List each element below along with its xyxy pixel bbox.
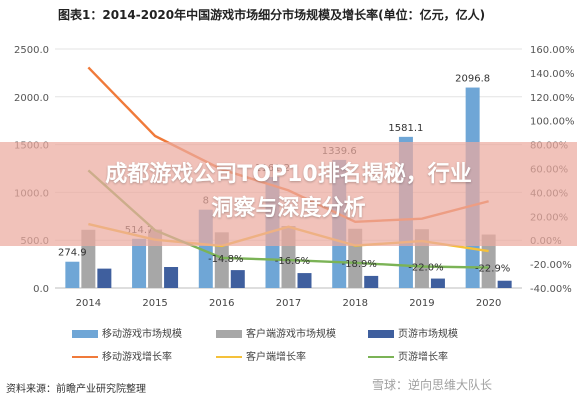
bar-web (297, 273, 312, 288)
y-right-tick-label: -40.00% (530, 284, 572, 295)
line-data-label: -18.9% (342, 259, 377, 270)
legend-label: 客户端增长率 (246, 352, 306, 363)
x-tick-label: 2017 (276, 298, 301, 309)
legend-swatch (72, 330, 98, 338)
x-tick-label: 2018 (342, 298, 367, 309)
legend-label: 页游增长率 (398, 352, 448, 363)
bar-data-label: 274.9 (58, 248, 87, 259)
line-data-label: -16.6% (275, 256, 310, 267)
legend-label: 页游市场规模 (398, 329, 458, 340)
legend-swatch (368, 356, 394, 358)
legend-swatch (216, 330, 242, 338)
y-left-tick-label: 2000.0 (14, 93, 49, 104)
chart-title: 图表1：2014-2020年中国游戏市场细分市场规模及增长率(单位：亿元，亿人) (58, 8, 486, 22)
x-tick-label: 2019 (409, 298, 434, 309)
banner-line-2: 洞察与深度分析 (211, 196, 366, 221)
watermark: 雪球：逆向思维大队长 (372, 378, 493, 392)
banner-headline: 成都游戏公司TOP10排名揭秘，行业 洞察与深度分析 (0, 158, 577, 226)
legend-swatch (72, 356, 98, 358)
bar-web (164, 267, 179, 288)
x-tick-label: 2020 (476, 298, 501, 309)
bar-data-label: 2096.8 (455, 74, 490, 85)
bar-web (430, 278, 445, 288)
bar-web (364, 275, 379, 288)
line-data-label: -22.9% (475, 264, 510, 275)
legend-item-mobile-growth: 移动游戏增长率 (72, 348, 172, 363)
legend-item-client-bar: 客户端游戏市场规模 (216, 325, 336, 340)
y-left-tick-label: 0.0 (33, 284, 49, 295)
source-note: 资料来源：前瞻产业研究院整理 (6, 384, 146, 395)
overlay-banner (0, 142, 577, 246)
legend-item-web-bar: 页游市场规模 (368, 325, 458, 340)
y-right-tick-label: 120.00% (530, 93, 575, 104)
line-data-label: -22.0% (408, 262, 443, 273)
banner-line-1: 成都游戏公司TOP10排名揭秘，行业 (105, 162, 472, 187)
legend-label: 客户端游戏市场规模 (246, 329, 336, 340)
legend-swatch (368, 330, 394, 338)
bar-client (481, 234, 496, 288)
legend-item-client-growth: 客户端增长率 (216, 348, 306, 363)
y-right-tick-label: 160.00% (530, 45, 575, 56)
legend-item-web-growth: 页游增长率 (368, 348, 448, 363)
bar-mobile (65, 261, 80, 288)
bar-web (497, 280, 512, 288)
y-left-tick-label: 2500.0 (14, 45, 49, 56)
bar-web (230, 270, 245, 288)
x-tick-label: 2014 (76, 298, 101, 309)
legend-swatch (216, 356, 242, 358)
bar-mobile (132, 238, 147, 288)
x-tick-label: 2016 (209, 298, 234, 309)
legend-label: 移动游戏增长率 (102, 352, 172, 363)
bar-web (97, 268, 112, 288)
y-right-tick-label: 140.00% (530, 69, 575, 80)
line-data-label: -14.8% (208, 254, 243, 265)
y-right-tick-label: 100.00% (530, 117, 575, 128)
y-right-tick-label: -20.00% (530, 260, 572, 271)
bar-data-label: 1581.1 (388, 123, 423, 134)
x-tick-label: 2015 (142, 298, 167, 309)
legend-item-mobile-bar: 移动游戏市场规模 (72, 325, 182, 340)
legend-label: 移动游戏市场规模 (102, 329, 182, 340)
